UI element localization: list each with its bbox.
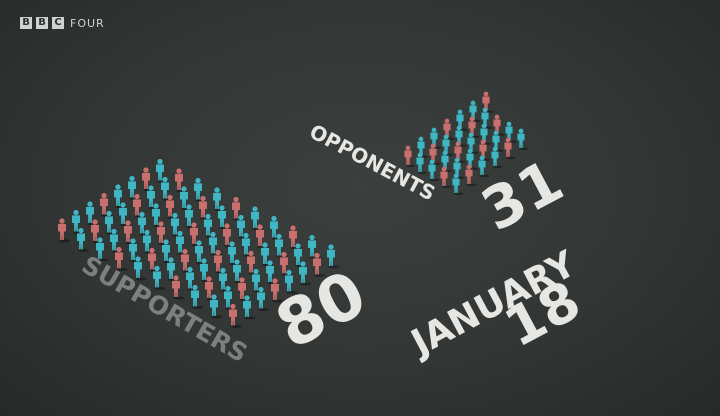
person-figure — [228, 241, 241, 266]
person-figure — [491, 146, 503, 169]
person-figure — [440, 166, 452, 189]
logo-letter: C — [52, 17, 64, 29]
person-figure — [96, 237, 109, 262]
person-figure — [299, 261, 312, 286]
person-figure — [205, 276, 218, 301]
person-figure — [481, 107, 493, 130]
supporters-figure-grid — [58, 158, 340, 328]
person-figure — [210, 294, 223, 319]
person-figure — [430, 127, 442, 150]
person-figure — [161, 176, 174, 201]
person-figure — [271, 278, 284, 303]
person-figure — [313, 252, 326, 277]
person-figure — [58, 218, 71, 243]
person-figure — [175, 168, 188, 193]
person-figure — [115, 246, 128, 271]
person-figure — [404, 145, 416, 168]
opponents-figure-grid — [404, 91, 529, 196]
person-figure — [257, 286, 270, 311]
broadcaster-logo: B B C FOUR — [20, 16, 105, 30]
person-figure — [285, 269, 298, 294]
person-figure — [466, 148, 478, 171]
person-figure — [157, 221, 170, 246]
logo-letter: B — [36, 17, 48, 29]
person-figure — [86, 201, 99, 226]
channel-name: FOUR — [70, 16, 105, 30]
person-figure — [467, 132, 479, 155]
person-figure — [153, 265, 166, 290]
person-figure — [238, 277, 251, 302]
person-figure — [478, 155, 490, 178]
person-figure — [416, 152, 428, 175]
person-figure — [327, 244, 340, 269]
logo-letter: B — [20, 17, 32, 29]
person-figure — [517, 128, 529, 151]
person-figure — [465, 164, 477, 187]
person-figure — [134, 256, 147, 281]
person-figure — [77, 227, 90, 252]
person-figure — [504, 137, 516, 160]
person-figure — [219, 267, 232, 292]
person-figure — [229, 303, 242, 328]
person-figure — [204, 213, 217, 238]
supporters-count: 80 — [265, 257, 378, 364]
person-figure — [152, 203, 165, 228]
person-figure — [181, 248, 194, 273]
person-figure — [492, 130, 504, 153]
person-figure — [280, 251, 293, 276]
person-figure — [428, 159, 440, 182]
person-figure — [452, 173, 464, 196]
person-figure — [243, 295, 256, 320]
person-figure — [172, 275, 185, 300]
person-figure — [72, 209, 85, 234]
person-figure — [191, 284, 204, 309]
